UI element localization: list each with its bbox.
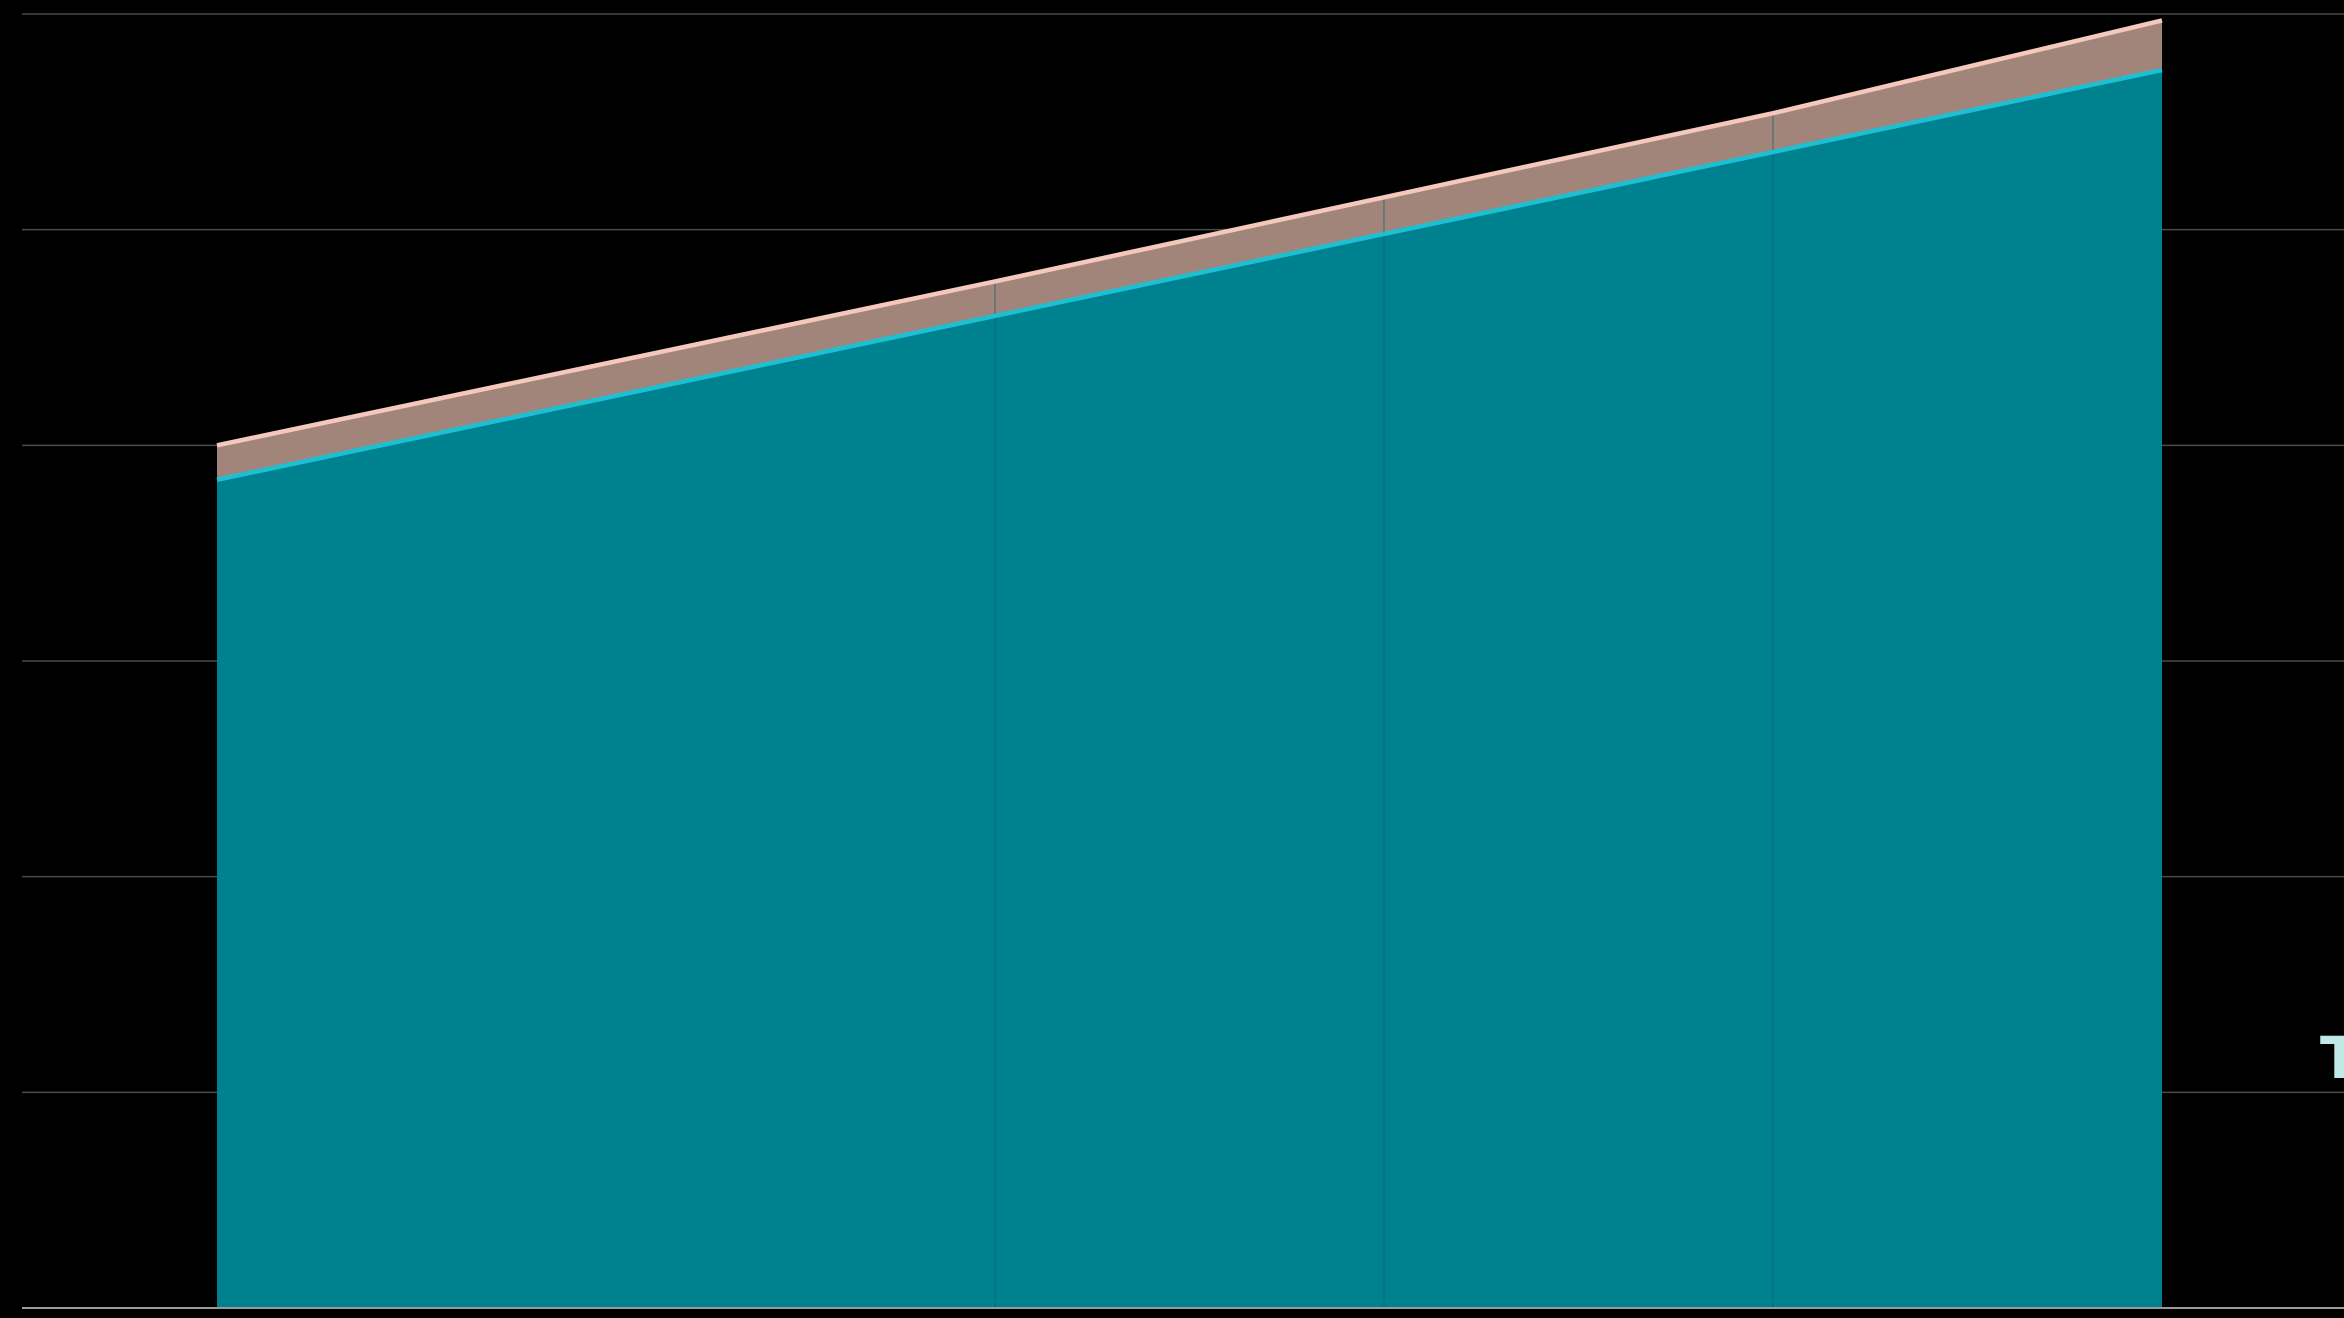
series-lines [216, 18, 2163, 483]
vertical-gridlines [994, 113, 1774, 1308]
cut-off-side-label: T [2320, 1024, 2344, 1092]
